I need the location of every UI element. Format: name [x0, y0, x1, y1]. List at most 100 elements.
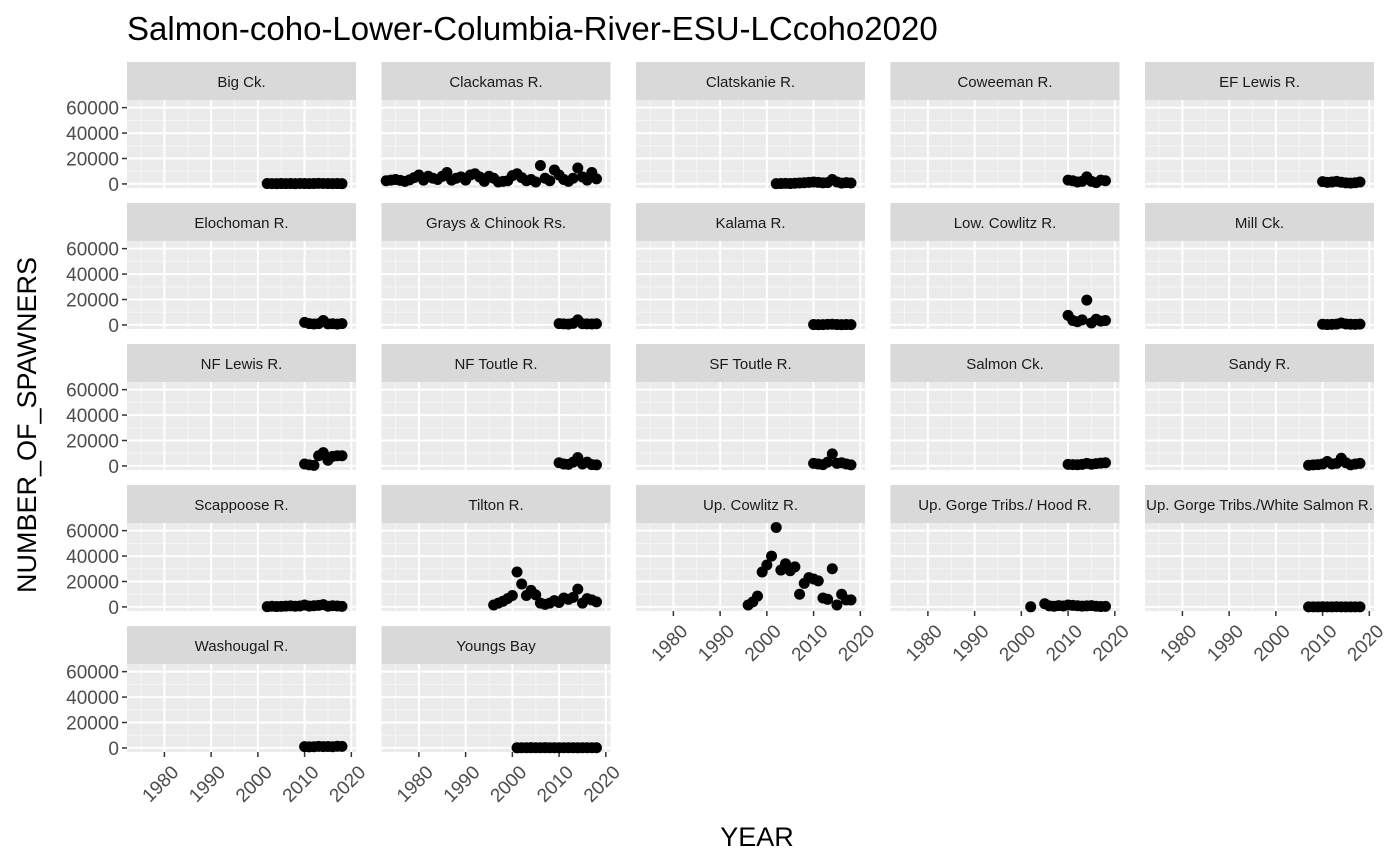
y-tick-label: 20000: [66, 572, 119, 593]
data-point: [1099, 600, 1111, 612]
facet-strip-label: Clatskanie R.: [706, 74, 795, 91]
facet-panel: NF Toutle R.: [381, 344, 611, 471]
panel-background: [636, 241, 865, 329]
chart-title: Salmon-coho-Lower-Columbia-River-ESU-LCc…: [127, 10, 938, 47]
panel-background: [127, 664, 356, 752]
data-point: [1099, 457, 1111, 469]
facet-strip-label: Low. Cowlitz R.: [954, 215, 1057, 232]
data-point: [826, 448, 838, 460]
data-point: [831, 599, 843, 611]
data-point: [567, 172, 579, 184]
data-point: [590, 173, 602, 185]
facet-strip: [127, 485, 356, 523]
data-point: [530, 589, 542, 601]
data-point: [845, 459, 857, 471]
panel-background: [1145, 523, 1374, 611]
facet-strip: [381, 485, 611, 523]
facet-strip: [1145, 485, 1374, 523]
data-point: [567, 591, 579, 603]
data-point: [534, 159, 546, 171]
facets-layer: Big Ck. 0 20000 40000 60000 Clackamas R. Clats…: [66, 62, 1388, 807]
data-point: [761, 559, 773, 571]
data-point: [572, 162, 584, 174]
facet-strip: [127, 626, 356, 664]
data-point: [308, 459, 320, 471]
data-point: [845, 594, 857, 606]
facet-strip: [890, 62, 1120, 100]
data-point: [794, 588, 806, 600]
facet-strip: [381, 62, 611, 100]
data-point: [1076, 314, 1088, 326]
data-point: [822, 456, 834, 468]
data-point: [1081, 294, 1093, 306]
facet-panel: Tilton R.: [381, 485, 611, 611]
data-point: [766, 550, 778, 562]
facet-panel: Kalama R.: [636, 203, 865, 331]
y-tick-label: 60000: [66, 522, 119, 543]
data-point: [1354, 601, 1366, 613]
facet-strip: [381, 344, 611, 382]
data-point: [845, 177, 857, 189]
facet-strip: [381, 203, 611, 241]
facet-strip-label: Up. Gorge Tribs./ Hood R.: [918, 497, 1091, 514]
y-tick-label: 60000: [66, 240, 119, 261]
facet-panel: Big Ck. 0 20000 40000 60000: [66, 62, 356, 196]
data-point: [752, 590, 764, 602]
y-tick-label: 40000: [66, 265, 119, 286]
y-tick-label: 20000: [66, 431, 119, 452]
facet-strip-label: Big Ck.: [217, 74, 265, 91]
facet-panel: Coweeman R.: [890, 62, 1120, 189]
facet-strip-label: Washougal R.: [195, 638, 289, 655]
facet-strip: [1145, 62, 1374, 100]
panel-background: [890, 523, 1120, 611]
data-point: [1354, 176, 1366, 188]
data-point: [822, 593, 834, 605]
facet-strip-label: Clackamas R.: [449, 74, 542, 91]
facet-panel: Grays & Chinook Rs.: [381, 203, 611, 330]
y-tick-label: 40000: [66, 406, 119, 427]
facet-strip: [127, 203, 356, 241]
facet-strip: [127, 344, 356, 382]
data-point: [336, 740, 348, 752]
data-point: [590, 596, 602, 608]
facet-strip: [636, 203, 865, 241]
data-point: [826, 563, 838, 575]
facet-strip-label: Kalama R.: [715, 215, 785, 232]
panel-background: [1145, 241, 1374, 329]
facet-strip-label: Grays & Chinook Rs.: [426, 215, 566, 232]
facet-strip-label: SF Toutle R.: [709, 356, 791, 373]
facet-panel: Mill Ck.: [1145, 203, 1374, 331]
y-tick-label: 0: [108, 598, 119, 619]
facet-panel: Salmon Ck.: [890, 344, 1120, 471]
panel-background: [1145, 100, 1374, 188]
panel-background: [127, 523, 356, 611]
facet-strip: [636, 344, 865, 382]
facet-strip-label: Coweeman R.: [957, 74, 1052, 91]
data-point: [590, 459, 602, 471]
facet-panel: Clatskanie R.: [636, 62, 865, 190]
data-point: [336, 178, 348, 190]
data-point: [812, 575, 824, 587]
data-point: [770, 521, 782, 533]
facet-panel: Elochoman R. 0 20000 40000 60000: [66, 203, 356, 337]
facet-strip-label: Scappoose R.: [194, 497, 288, 514]
panel-background: [127, 100, 356, 188]
y-tick-label: 60000: [66, 663, 119, 684]
facet-strip-label: Tilton R.: [468, 497, 523, 514]
y-tick-label: 20000: [66, 713, 119, 734]
facet-panel: Up. Gorge Tribs./White Salmon R.1980 1990…: [1145, 485, 1388, 666]
facet-panel: NF Lewis R. 0 20000 40000 60000: [66, 344, 356, 478]
data-point: [789, 561, 801, 573]
facet-strip: [1145, 203, 1374, 241]
y-tick-label: 0: [108, 316, 119, 337]
y-tick-label: 0: [108, 457, 119, 478]
x-axis-title: YEAR: [720, 822, 794, 852]
data-point: [1354, 318, 1366, 330]
y-axis-title: NUMBER_OF_SPAWNERS: [12, 257, 42, 593]
y-tick-label: 0: [108, 739, 119, 760]
y-tick-label: 60000: [66, 381, 119, 402]
y-tick-label: 40000: [66, 688, 119, 709]
panel-background: [890, 382, 1120, 470]
panel-background: [381, 664, 611, 752]
